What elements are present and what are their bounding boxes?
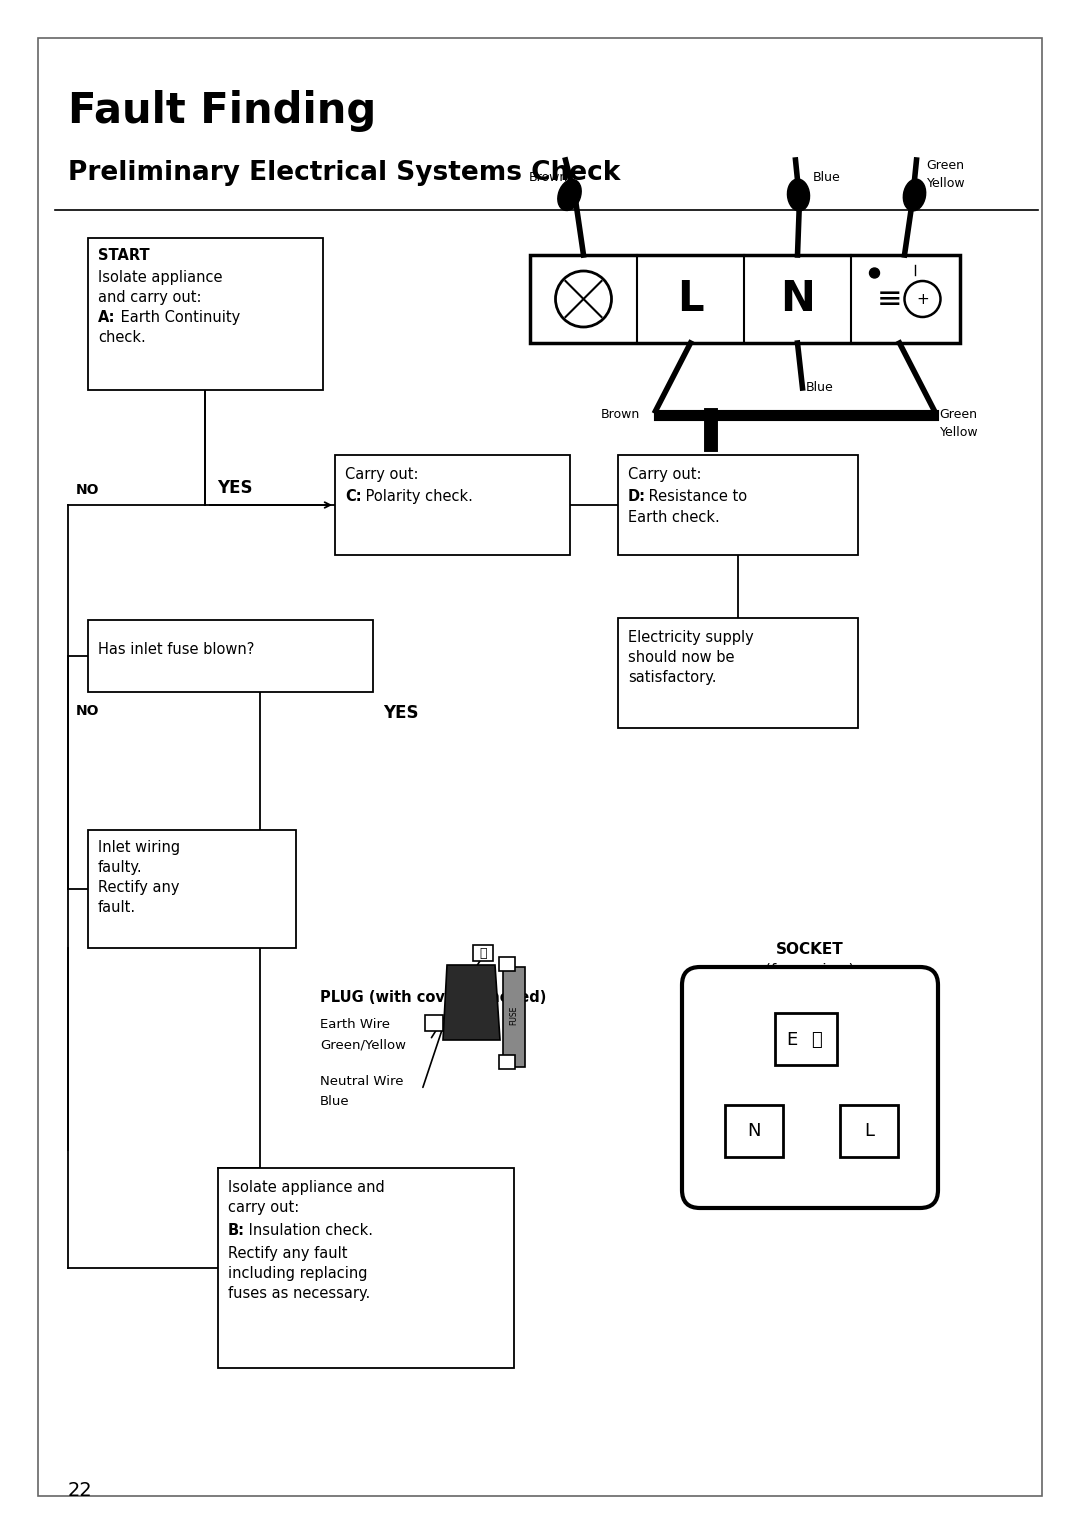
Bar bbox=[499, 958, 515, 971]
Text: ⏚: ⏚ bbox=[811, 1031, 822, 1049]
Text: faulty.: faulty. bbox=[98, 859, 143, 875]
Bar bbox=[618, 455, 858, 555]
Text: fuses as necessary.: fuses as necessary. bbox=[228, 1285, 370, 1301]
Bar bbox=[725, 1105, 783, 1157]
Text: C:: C: bbox=[345, 489, 362, 504]
Text: E: E bbox=[786, 1031, 798, 1049]
Text: A:: A: bbox=[98, 309, 116, 325]
Text: and carry out:: and carry out: bbox=[98, 290, 202, 305]
Ellipse shape bbox=[903, 179, 926, 211]
Bar bbox=[87, 620, 373, 692]
Text: Preliminary Electrical Systems Check: Preliminary Electrical Systems Check bbox=[68, 159, 620, 185]
Text: Has inlet fuse blown?: Has inlet fuse blown? bbox=[98, 642, 255, 657]
Bar bbox=[530, 254, 960, 343]
Text: Insulation check.: Insulation check. bbox=[244, 1223, 373, 1238]
Text: Earth Wire: Earth Wire bbox=[320, 1017, 390, 1031]
Text: (face  view): (face view) bbox=[766, 962, 854, 977]
Text: START: START bbox=[98, 248, 150, 264]
FancyBboxPatch shape bbox=[681, 967, 939, 1209]
Text: satisfactory.: satisfactory. bbox=[627, 669, 716, 685]
Text: Yellow: Yellow bbox=[927, 176, 966, 190]
Text: L: L bbox=[677, 277, 704, 320]
Text: Carry out:: Carry out: bbox=[627, 467, 702, 483]
Text: Fault Finding: Fault Finding bbox=[68, 90, 376, 132]
Text: Blue: Blue bbox=[320, 1095, 350, 1108]
Text: Resistance to: Resistance to bbox=[644, 489, 747, 504]
Text: D:: D: bbox=[627, 489, 646, 504]
Text: B:: B: bbox=[228, 1223, 245, 1238]
Bar bbox=[840, 1105, 897, 1157]
Text: should now be: should now be bbox=[627, 650, 734, 665]
Text: Blue: Blue bbox=[806, 381, 834, 394]
Text: Neutral Wire: Neutral Wire bbox=[320, 1075, 404, 1088]
Text: fault.: fault. bbox=[98, 899, 136, 915]
Bar bbox=[335, 455, 570, 555]
Ellipse shape bbox=[787, 179, 810, 211]
Text: NO: NO bbox=[76, 705, 99, 719]
Text: Rectify any: Rectify any bbox=[98, 879, 179, 895]
Text: PLUG (with cover removed): PLUG (with cover removed) bbox=[320, 990, 546, 1005]
Ellipse shape bbox=[557, 179, 581, 210]
Text: Earth check.: Earth check. bbox=[627, 510, 719, 525]
Text: Brown: Brown bbox=[600, 408, 639, 421]
Polygon shape bbox=[443, 965, 500, 1040]
Text: L: L bbox=[864, 1121, 874, 1140]
Bar bbox=[218, 1167, 514, 1368]
Text: N: N bbox=[747, 1121, 760, 1140]
Text: N: N bbox=[780, 277, 815, 320]
Text: NO: NO bbox=[76, 483, 99, 496]
Text: Electricity supply: Electricity supply bbox=[627, 630, 754, 645]
Text: Inlet wiring: Inlet wiring bbox=[98, 840, 180, 855]
Text: YES: YES bbox=[383, 705, 419, 722]
Bar bbox=[473, 945, 492, 961]
Text: Rectify any fault: Rectify any fault bbox=[228, 1246, 348, 1261]
Text: 22: 22 bbox=[68, 1481, 93, 1500]
Text: Green/Yellow: Green/Yellow bbox=[320, 1039, 406, 1051]
Text: SOCKET: SOCKET bbox=[777, 942, 843, 958]
Text: including replacing: including replacing bbox=[228, 1265, 367, 1281]
Text: check.: check. bbox=[98, 329, 146, 345]
Text: ≡: ≡ bbox=[877, 285, 902, 314]
Text: Yellow: Yellow bbox=[940, 426, 978, 440]
Text: Polarity check.: Polarity check. bbox=[361, 489, 473, 504]
Text: ⏚: ⏚ bbox=[480, 947, 487, 959]
Text: +: + bbox=[916, 291, 929, 306]
Bar bbox=[499, 1056, 515, 1069]
Bar bbox=[87, 830, 296, 948]
Text: Blue: Blue bbox=[812, 170, 840, 184]
Circle shape bbox=[869, 268, 879, 277]
Bar bbox=[426, 1016, 443, 1031]
Text: Carry out:: Carry out: bbox=[345, 467, 419, 483]
Text: FUSE: FUSE bbox=[510, 1005, 518, 1025]
Bar bbox=[503, 967, 525, 1066]
Text: Green: Green bbox=[940, 408, 977, 421]
Text: Brown: Brown bbox=[528, 170, 568, 184]
Bar bbox=[618, 617, 858, 728]
Bar bbox=[775, 1013, 837, 1065]
Text: Isolate appliance and: Isolate appliance and bbox=[228, 1180, 384, 1195]
Bar bbox=[87, 237, 323, 391]
Text: Green: Green bbox=[927, 158, 964, 172]
Text: Isolate appliance: Isolate appliance bbox=[98, 270, 222, 285]
Text: carry out:: carry out: bbox=[228, 1200, 299, 1215]
Text: YES: YES bbox=[217, 480, 253, 496]
Text: Earth Continuity: Earth Continuity bbox=[116, 309, 240, 325]
